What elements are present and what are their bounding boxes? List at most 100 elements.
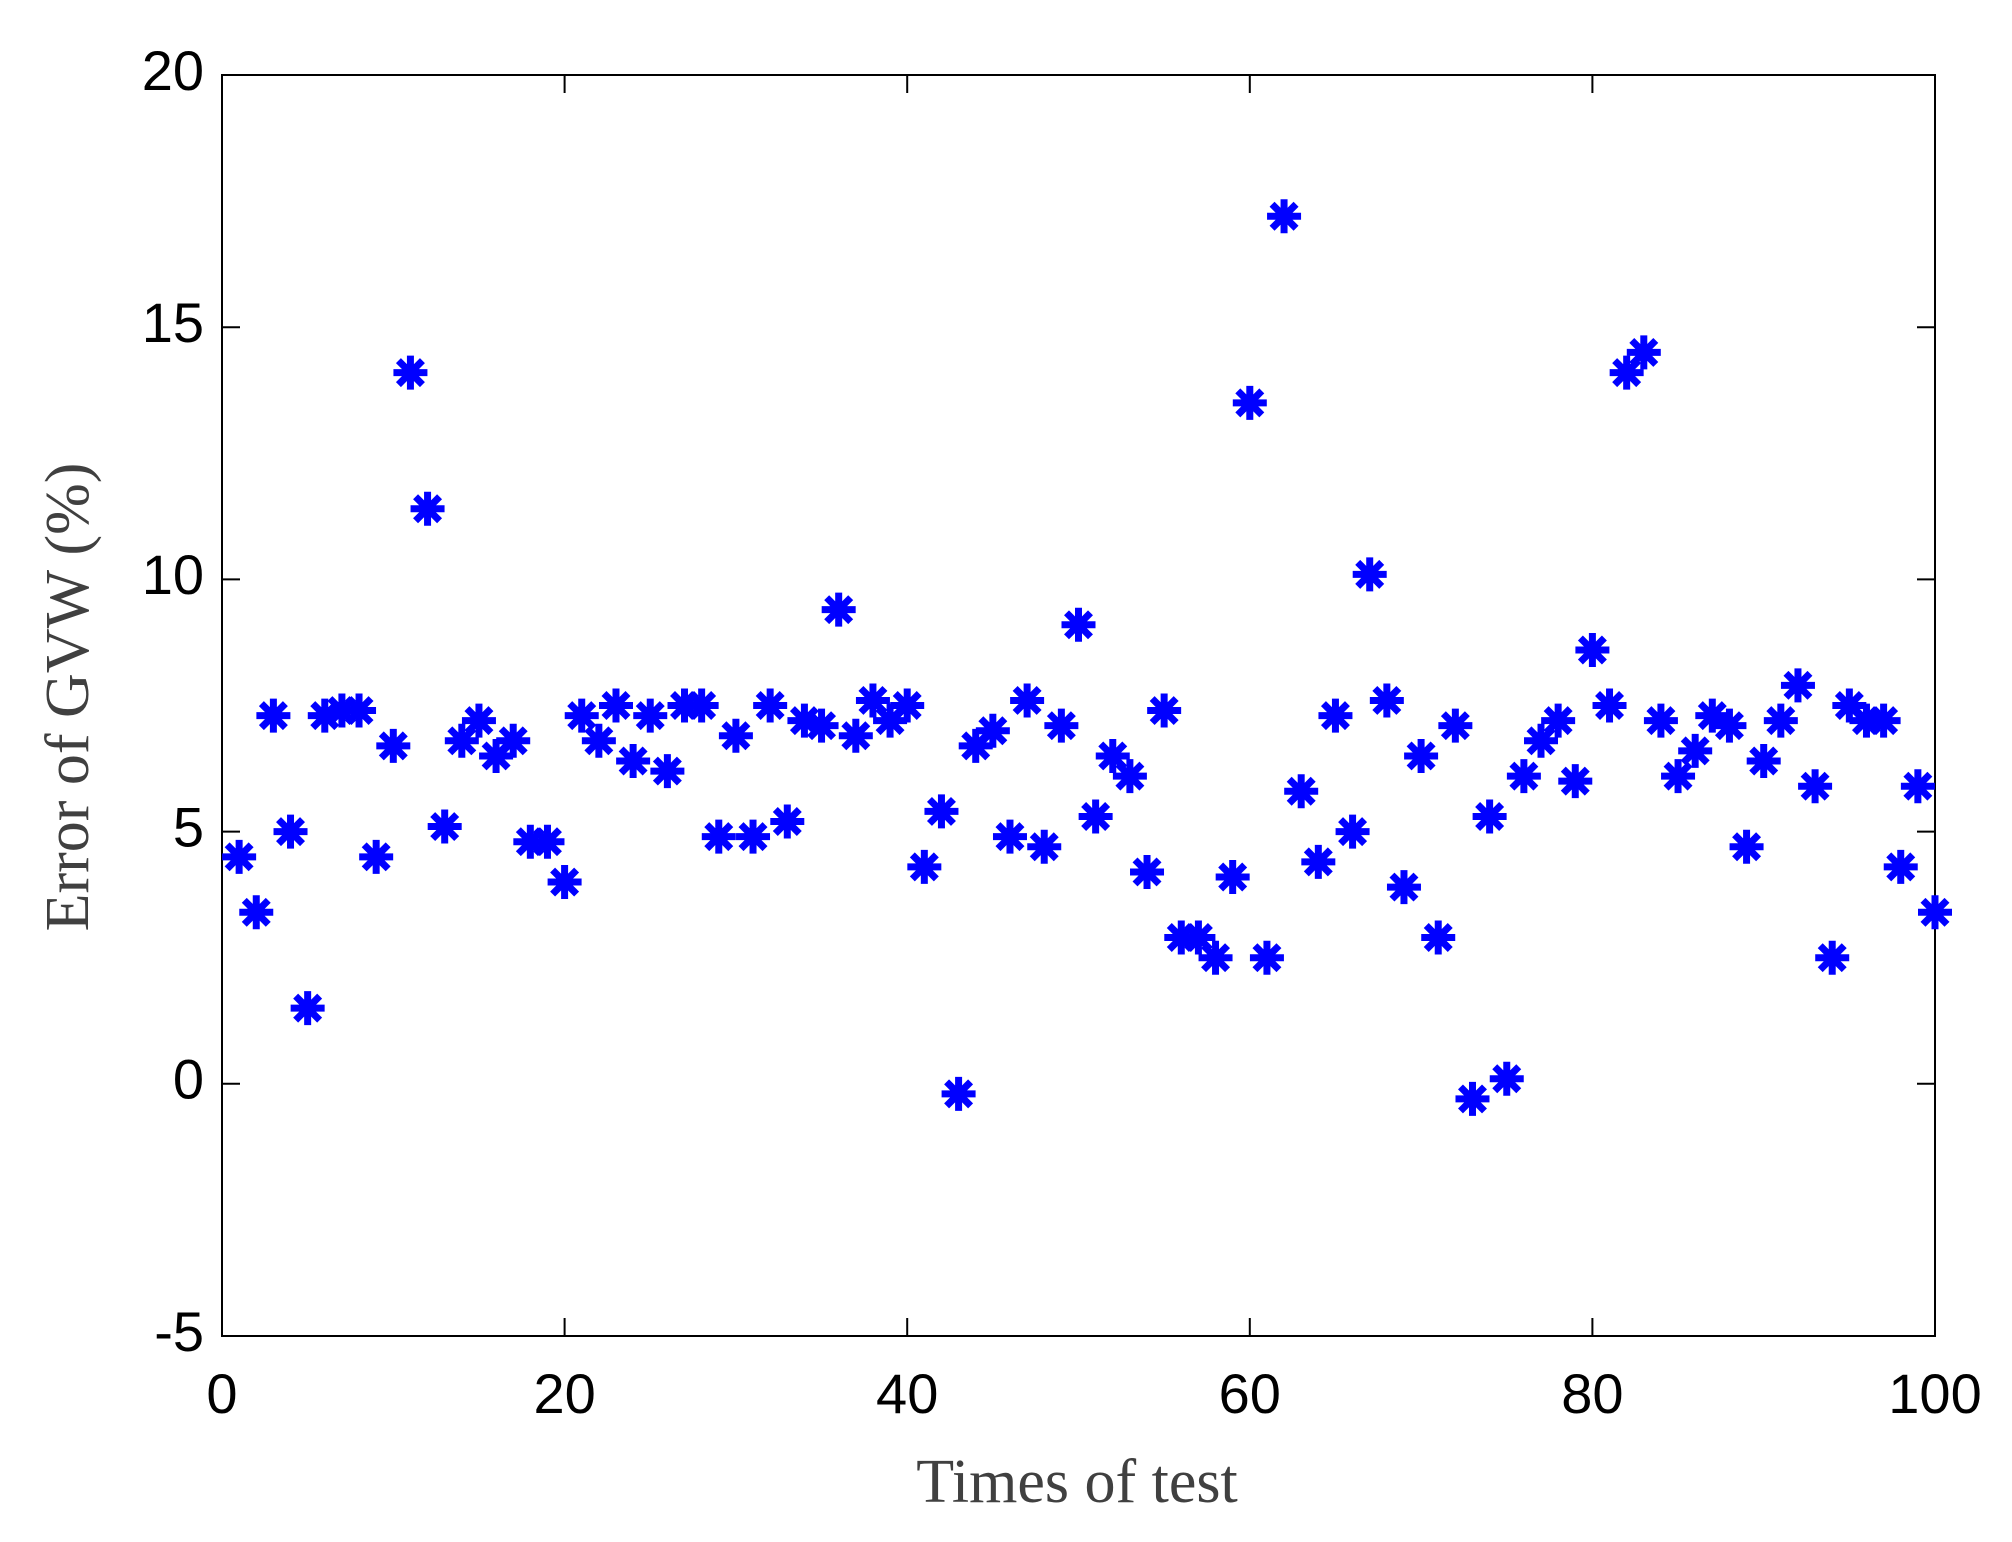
marker (564, 698, 599, 733)
marker (376, 728, 411, 763)
marker (427, 809, 462, 844)
marker (461, 703, 496, 738)
marker (770, 804, 805, 839)
marker (1643, 703, 1678, 738)
marker (838, 718, 873, 753)
marker (1386, 870, 1421, 905)
y-tick-label: -5 (154, 1300, 204, 1363)
marker (1232, 385, 1267, 420)
marker (1404, 738, 1439, 773)
marker (804, 708, 839, 743)
marker (1472, 799, 1507, 834)
marker (873, 703, 908, 738)
marker (1609, 355, 1644, 390)
marker (479, 738, 514, 773)
marker (598, 688, 633, 723)
marker (992, 819, 1027, 854)
marker (924, 794, 959, 829)
marker (736, 819, 771, 854)
marker (1112, 759, 1147, 794)
marker (1301, 844, 1336, 879)
marker (1284, 774, 1319, 809)
marker (359, 839, 394, 874)
x-axis-label: Times of test (916, 1448, 1238, 1516)
marker (342, 693, 377, 728)
marker (410, 491, 445, 526)
marker (650, 754, 685, 789)
marker (1455, 1081, 1490, 1116)
marker (1695, 698, 1730, 733)
y-tick-label: 10 (142, 543, 204, 606)
marker (1918, 895, 1952, 930)
marker (1763, 703, 1798, 738)
marker (684, 688, 719, 723)
marker (1832, 688, 1867, 723)
marker (1780, 668, 1815, 703)
marker (1506, 759, 1541, 794)
marker (1044, 708, 1079, 743)
marker (1900, 769, 1935, 804)
marker (444, 723, 479, 758)
marker (1489, 1061, 1524, 1096)
marker (307, 698, 342, 733)
marker (1061, 607, 1096, 642)
marker (1438, 708, 1473, 743)
marker (890, 688, 925, 723)
marker (1181, 920, 1216, 955)
x-tick-label: 100 (1888, 1362, 1981, 1425)
y-tick-label: 5 (173, 795, 204, 858)
x-tick-label: 0 (206, 1362, 237, 1425)
marker (1798, 769, 1833, 804)
marker (290, 991, 325, 1026)
marker (787, 703, 822, 738)
marker (547, 865, 582, 900)
marker (1421, 920, 1456, 955)
marker (1712, 708, 1747, 743)
marker (1249, 940, 1284, 975)
marker (273, 814, 308, 849)
marker (1215, 859, 1250, 894)
marker (907, 849, 942, 884)
marker (718, 718, 753, 753)
x-tick-label: 40 (876, 1362, 938, 1425)
marker (1352, 557, 1387, 592)
marker (1130, 854, 1165, 889)
y-tick-label: 20 (142, 39, 204, 102)
marker (1335, 814, 1370, 849)
marker (1575, 633, 1610, 668)
y-axis-label: Error of GVW (%) (34, 463, 102, 932)
marker (496, 723, 531, 758)
marker (1729, 829, 1764, 864)
marker (1164, 920, 1199, 955)
marker (958, 728, 993, 763)
marker (1678, 733, 1713, 768)
marker (667, 688, 702, 723)
y-tick-label: 0 (173, 1048, 204, 1111)
marker (1027, 829, 1062, 864)
marker (975, 713, 1010, 748)
marker (256, 698, 291, 733)
marker (1883, 849, 1918, 884)
marker (616, 743, 651, 778)
marker (324, 693, 359, 728)
marker (1147, 693, 1182, 728)
marker (222, 839, 257, 874)
marker (941, 1076, 976, 1111)
marker (1010, 683, 1045, 718)
marker (1078, 799, 1113, 834)
y-tick-label: 15 (142, 291, 204, 354)
marker (1318, 698, 1353, 733)
marker (633, 698, 668, 733)
marker (1815, 940, 1850, 975)
marker (1095, 738, 1130, 773)
marker (1746, 743, 1781, 778)
marker (1849, 703, 1884, 738)
marker (239, 895, 274, 930)
plot-area (221, 74, 1936, 1337)
marker (1626, 335, 1661, 370)
x-tick-label: 20 (533, 1362, 595, 1425)
marker (1592, 688, 1627, 723)
marker (513, 824, 548, 859)
